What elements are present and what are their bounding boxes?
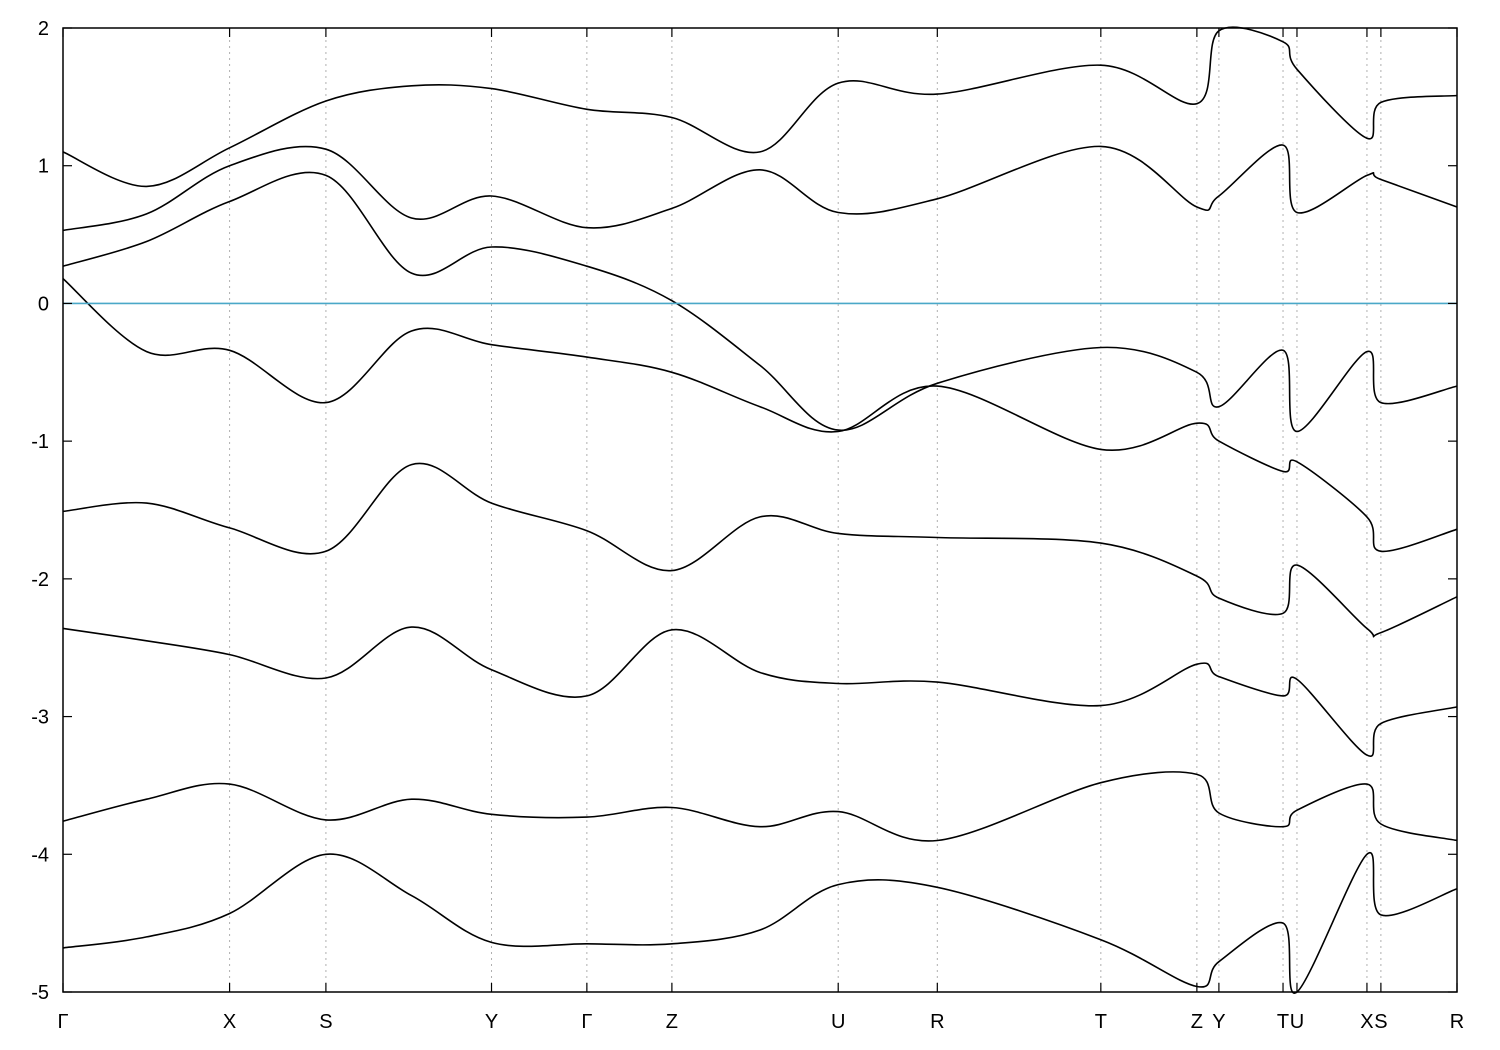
x-tick-label: Y [1212,1011,1225,1033]
band-lines [62,26,1458,994]
y-tick-label: 2 [38,18,49,40]
y-tick-label: -3 [31,707,49,729]
plot-frame [62,27,1458,993]
y-tick-label: -1 [31,431,49,453]
x-tick-label: R [1450,1011,1464,1033]
x-tick-label: R [930,1011,944,1033]
y-tick-label: -2 [31,569,49,591]
x-tick-label: X [1360,1011,1373,1033]
x-tick-label: Z [1191,1011,1203,1033]
x-tick-label: Y [485,1011,498,1033]
band-line-6 [62,626,1458,758]
band-line-3 [62,144,1458,232]
x-tick-label: Γ [57,1011,68,1033]
band-line-7 [62,771,1458,842]
y-tick-label: 0 [38,293,49,315]
y-axis-ticks: -5 -4 -3 -2 -1 0 1 2 [31,18,1457,1004]
x-tick-label: U [831,1011,845,1033]
x-tick-label: S [319,1011,332,1033]
y-tick-label: 1 [38,156,49,178]
band-line-1 [62,277,1458,553]
grid-lines [229,28,1382,992]
y-tick-label: -5 [31,982,49,1004]
band-line-5 [62,462,1458,638]
x-tick-label: Z [666,1011,678,1033]
x-tick-label: S [1374,1011,1387,1033]
x-tick-label: T [1095,1011,1107,1033]
band-line-8 [62,851,1458,994]
x-tick-label: T [1277,1011,1289,1033]
x-tick-label: X [223,1011,236,1033]
band-line-4 [62,26,1458,188]
x-tick-label: U [1290,1011,1304,1033]
y-tick-label: -4 [31,844,49,866]
x-tick-label: Γ [581,1011,592,1033]
band-line-2 [62,171,1458,433]
